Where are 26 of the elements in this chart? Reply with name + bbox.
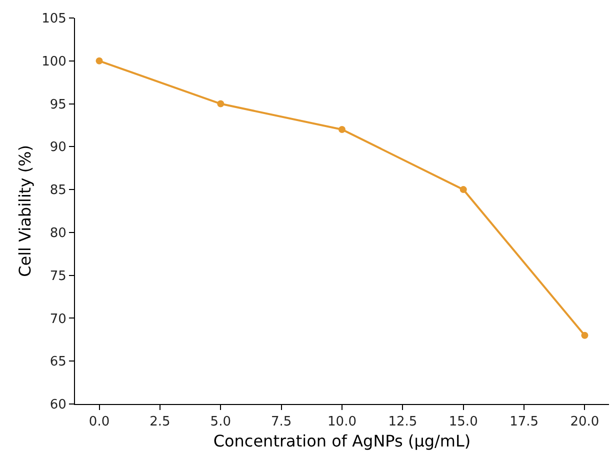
point (581, 332, 588, 339)
x-tick-label: 17.5 (510, 414, 539, 430)
x-tick-label: 2.5 (150, 414, 170, 430)
y-tick-label: 100 (42, 54, 66, 70)
x-tick-label: 15.0 (448, 414, 478, 430)
point (217, 100, 224, 108)
x-tick-label: 20.0 (570, 414, 600, 430)
y-axis-title: Cell Viability (%) (15, 145, 34, 277)
x-tick-label: 0.0 (88, 414, 110, 430)
y-tick-label: 60 (50, 398, 66, 413)
point (96, 57, 103, 64)
y-tick-label: 95 (50, 97, 66, 112)
point (460, 186, 467, 194)
y-tick-label: 70 (50, 312, 66, 327)
y-tick-label: 90 (50, 140, 66, 156)
point (338, 126, 346, 134)
y-tick-label: 85 (50, 183, 66, 198)
x-tick-label: 12.5 (388, 414, 418, 430)
y-tick-label: 105 (42, 12, 66, 27)
y-tick-label: 75 (50, 268, 66, 284)
x-tick-label: 10.0 (328, 414, 356, 430)
y-tick-label: 65 (50, 354, 66, 370)
x-tick-label: 5.0 (210, 414, 231, 430)
x-axis-title: Concentration of AgNPs (µg/mL) (213, 431, 471, 450)
x-tick-label: 7.5 (270, 414, 292, 430)
y-tick-label: 80 (50, 226, 66, 241)
